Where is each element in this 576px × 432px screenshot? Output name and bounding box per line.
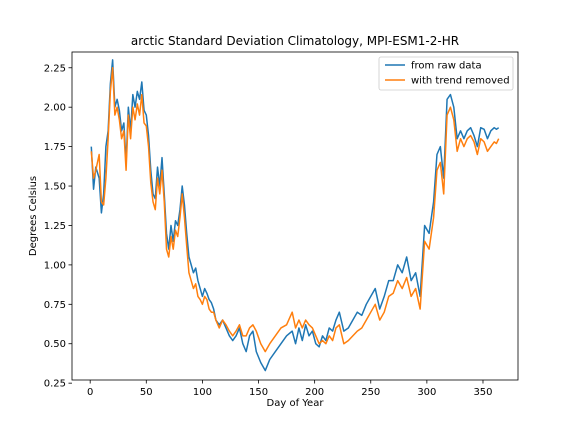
plot-area [71,51,519,381]
y-axis-label: Degrees Celsius [28,176,39,256]
axes-frame [71,51,519,381]
y-tick-label: 0.50 [44,339,66,350]
legend-label-raw: from raw data [411,61,482,72]
y-tick-label: 2.25 [44,63,66,74]
y-tick-label: 0.25 [44,379,66,390]
series-line-1 [90,67,500,353]
legend: from raw data with trend removed [378,56,514,91]
series-line-0 [90,59,500,372]
x-tick-label: 0 [87,387,93,398]
legend-box [378,56,514,91]
y-tick-label: 0.75 [44,300,66,311]
y-tick-label: 2.00 [44,103,66,114]
x-tick-label: 350 [473,387,492,398]
y-tick-label: 1.50 [44,182,66,193]
y-tick-label: 1.75 [44,142,66,153]
x-tick-label: 100 [193,387,212,398]
series-lines [90,59,500,372]
y-axis-ticks: 0.25 0.50 0.75 1.00 1.25 1.50 1.75 2.00 2.25 [44,63,72,390]
x-tick-label: 300 [417,387,436,398]
y-tick-label: 1.00 [44,260,66,271]
x-axis-label: Day of Year [267,398,325,409]
x-axis-ticks: 0 50 100 150 200 250 300 350 [87,380,493,398]
x-tick-label: 150 [249,387,268,398]
x-tick-label: 50 [140,387,153,398]
legend-label-detrended: with trend removed [411,76,510,87]
y-tick-label: 1.25 [44,221,66,232]
x-tick-label: 250 [361,387,380,398]
x-tick-label: 200 [305,387,324,398]
chart-title: arctic Standard Deviation Climatology, M… [131,34,459,48]
